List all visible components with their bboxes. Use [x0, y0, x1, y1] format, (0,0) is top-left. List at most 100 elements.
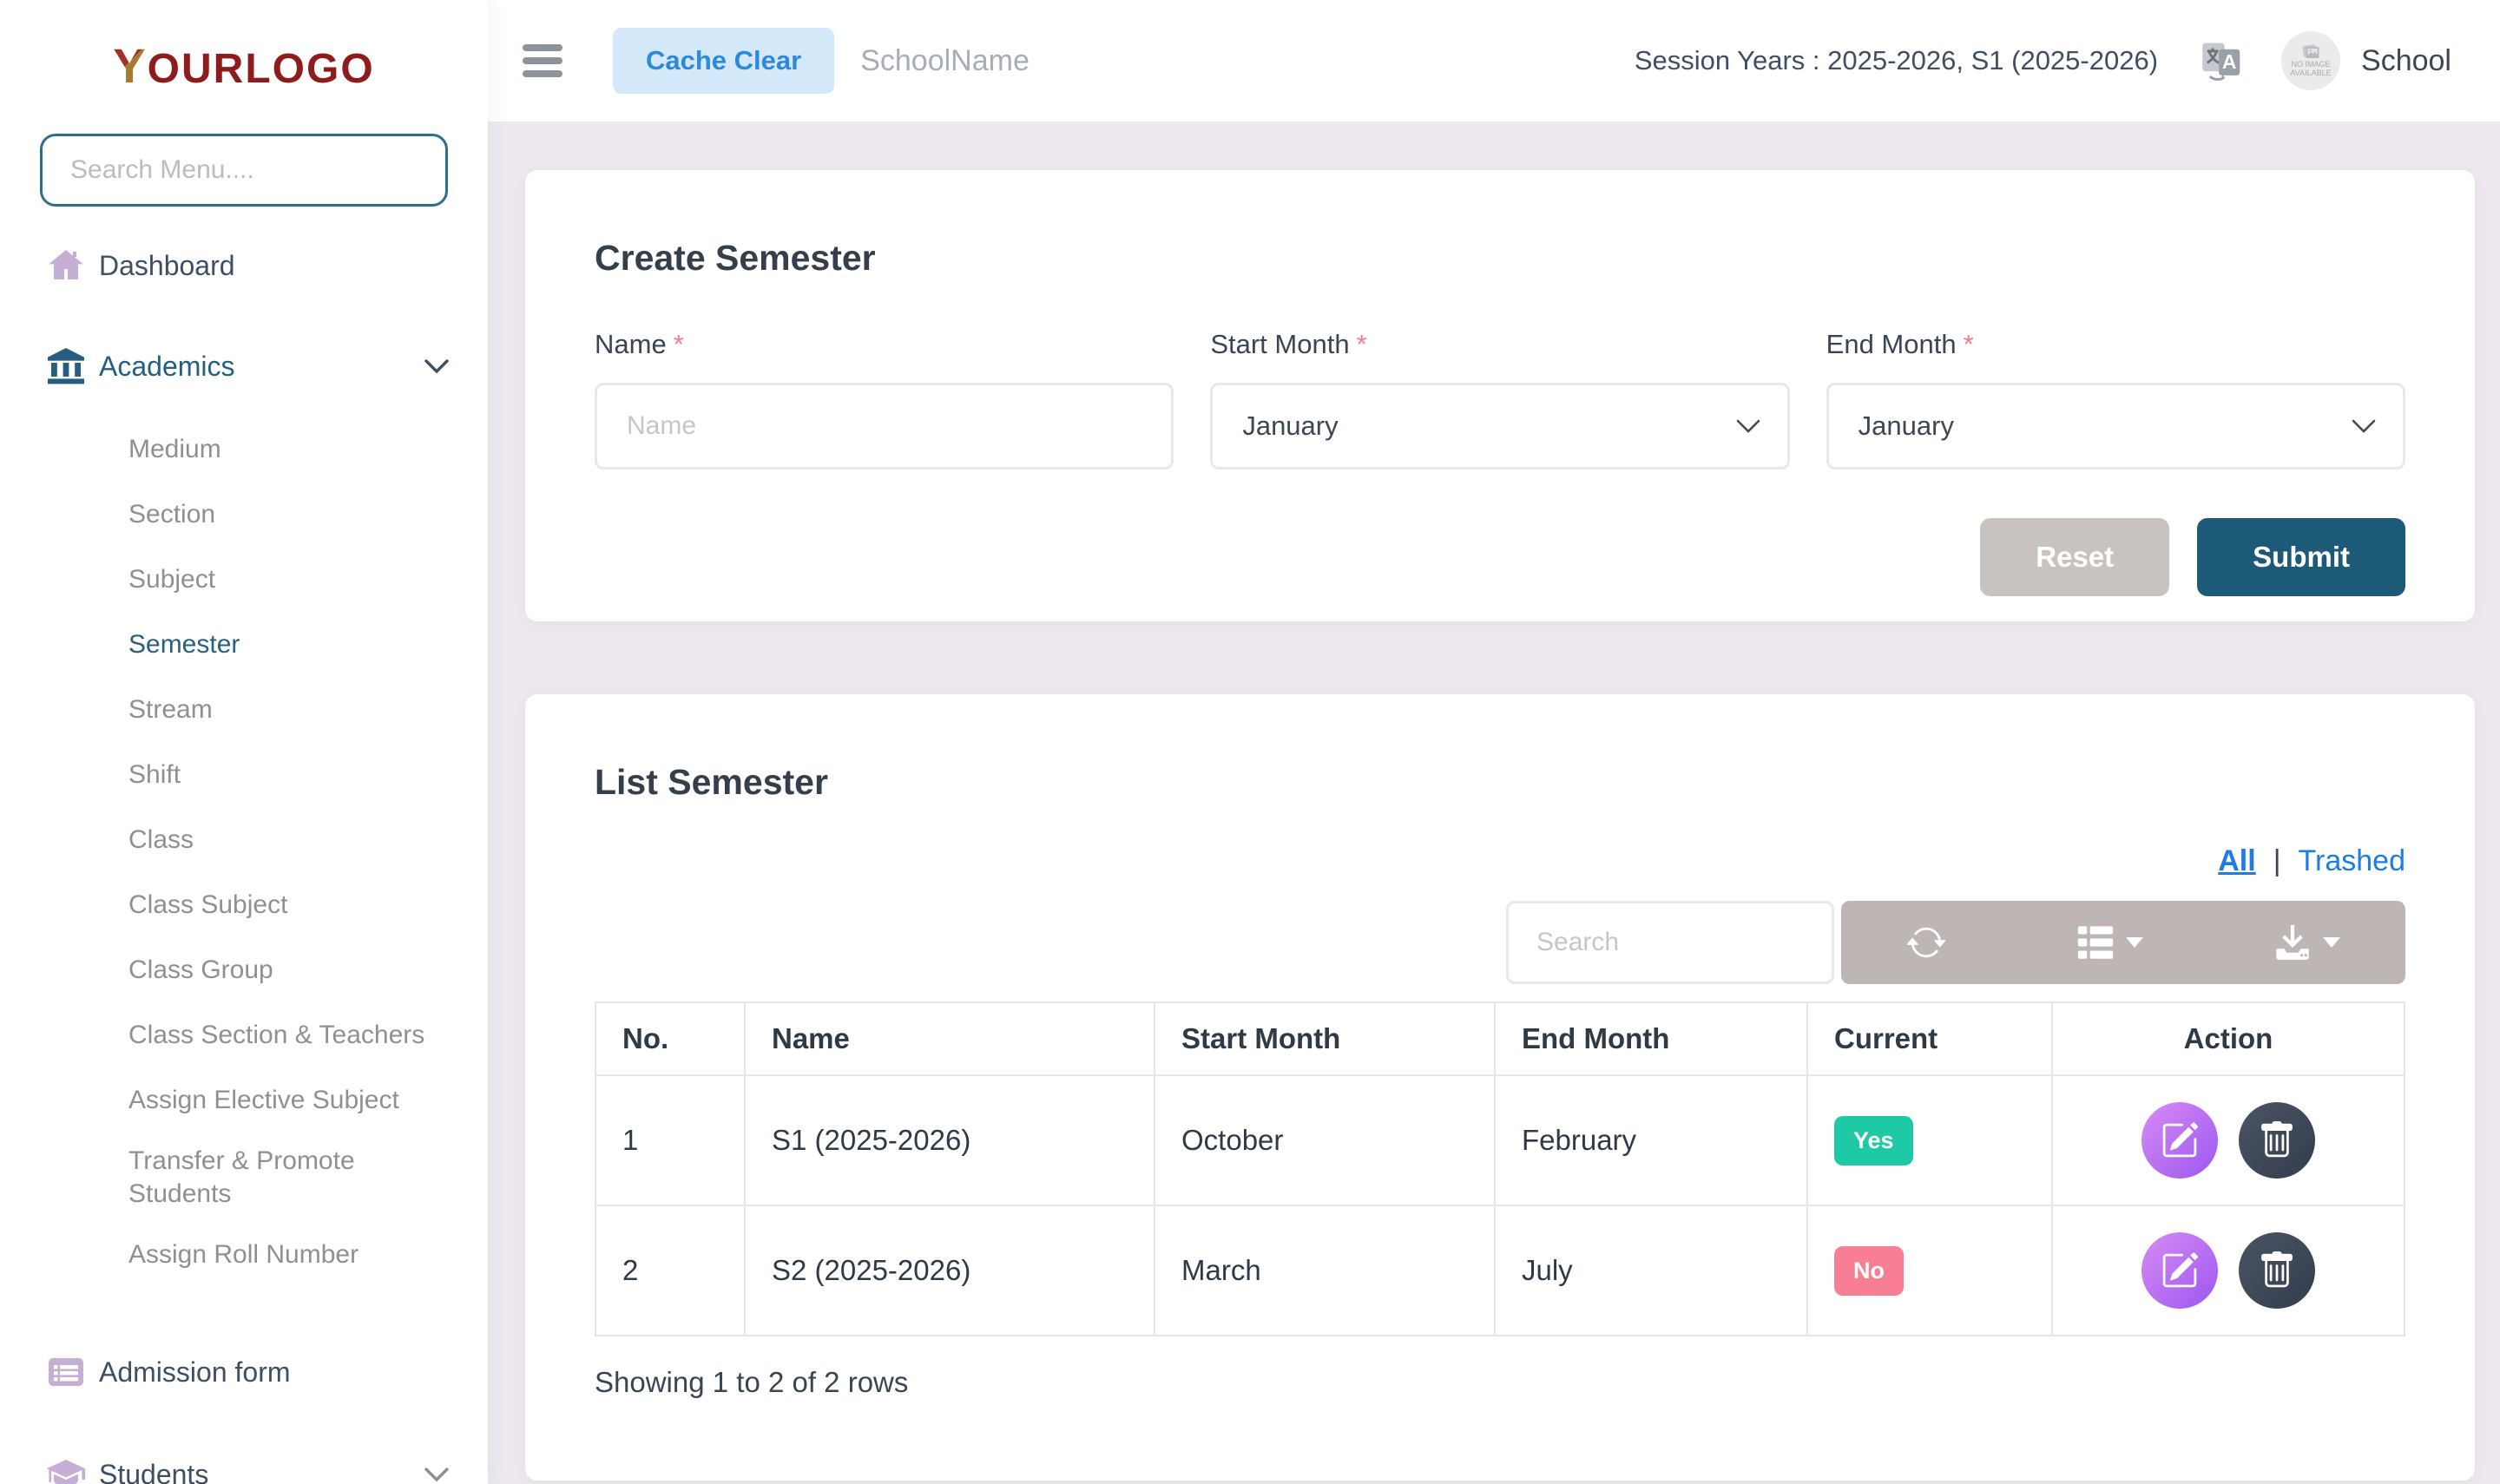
sidebar-subitem-assign-elective-subject[interactable]: Assign Elective Subject: [128, 1085, 399, 1114]
cell-action: [2051, 1205, 2405, 1336]
profile-name[interactable]: School: [2361, 43, 2451, 77]
end-month-value: January: [1858, 410, 1954, 441]
sidebar: YOURLOGO Dashboard Academics Medium Sect…: [0, 0, 488, 1484]
col-header-name[interactable]: Name: [744, 1001, 1155, 1076]
required-asterisk: *: [1356, 329, 1367, 359]
no-image-icon: [2302, 44, 2319, 59]
chevron-down-icon: [424, 358, 450, 374]
chevron-down-icon: [424, 1467, 450, 1482]
chevron-down-icon: [1736, 419, 1760, 433]
caret-down-icon: [2125, 937, 2143, 948]
avatar[interactable]: NO IMAGE AVAILABLE: [2281, 31, 2341, 90]
language-translate-icon[interactable]: A: [2196, 36, 2247, 86]
sidebar-item-students[interactable]: Students: [0, 1441, 488, 1484]
sidebar-subitem-assign-roll-number[interactable]: Assign Roll Number: [128, 1239, 359, 1269]
sidebar-item-academics[interactable]: Academics: [0, 333, 488, 399]
trash-icon: [2260, 1251, 2293, 1288]
cell-name: S2 (2025-2026): [744, 1205, 1155, 1336]
start-month-select[interactable]: January: [1210, 383, 1790, 469]
table-toolbar: [1841, 901, 2405, 984]
edit-icon: [2163, 1122, 2199, 1158]
sidebar-subitem-class-section-teachers[interactable]: Class Section & Teachers: [128, 1020, 425, 1049]
required-asterisk: *: [1963, 329, 1974, 359]
sidebar-subitem-class-subject[interactable]: Class Subject: [128, 890, 288, 919]
sidebar-item-label: Dashboard: [99, 249, 235, 281]
table-summary: Showing 1 to 2 of 2 rows: [595, 1366, 909, 1398]
table-row: 2 S2 (2025-2026) March July No: [595, 1205, 2405, 1336]
cell-no: 2: [595, 1205, 746, 1336]
sidebar-subitem-class-group[interactable]: Class Group: [128, 955, 273, 984]
delete-button[interactable]: [2238, 1102, 2315, 1179]
sidebar-subitem-section[interactable]: Section: [128, 499, 216, 529]
cell-current: Yes: [1806, 1074, 2053, 1206]
cache-clear-button[interactable]: Cache Clear: [613, 28, 835, 94]
logo[interactable]: YOURLOGO: [0, 0, 488, 130]
col-header-start-month[interactable]: Start Month: [1154, 1001, 1496, 1076]
col-header-action[interactable]: Action: [2051, 1001, 2405, 1076]
sidebar-item-label: Students: [99, 1458, 209, 1484]
sidebar-item-label: Admission form: [99, 1356, 291, 1388]
sidebar-subitem-transfer-promote-students[interactable]: Transfer & Promote Students: [128, 1146, 355, 1208]
form-buttons: Reset Submit: [595, 518, 2405, 596]
logo-letters-rest: OURLOGO: [147, 45, 375, 92]
sidebar-search-input[interactable]: [40, 134, 448, 207]
session-years-text: Session Years : 2025-2026, S1 (2025-2026…: [1634, 45, 2159, 76]
sidebar-subitem-stream[interactable]: Stream: [128, 694, 213, 724]
edit-button[interactable]: [2141, 1232, 2219, 1309]
sidebar-subitem-class[interactable]: Class: [128, 824, 194, 854]
end-month-field-group: End Month * January: [1826, 329, 2405, 469]
start-month-field-group: Start Month * January: [1210, 329, 1790, 469]
reset-button[interactable]: Reset: [1980, 518, 2170, 596]
avatar-placeholder-text: NO IMAGE AVAILABLE: [2290, 60, 2332, 77]
name-field-group: Name *: [595, 329, 1174, 469]
semester-table: No. Name Start Month End Month Current A…: [595, 1001, 2405, 1336]
filter-trashed-link[interactable]: Trashed: [2298, 844, 2405, 877]
form-icon: [45, 1351, 99, 1393]
col-header-no[interactable]: No.: [595, 1001, 746, 1076]
filter-all-link[interactable]: All: [2218, 844, 2256, 877]
sidebar-subitem-medium[interactable]: Medium: [128, 434, 221, 463]
current-badge: No: [1834, 1245, 1904, 1296]
export-button[interactable]: [2255, 923, 2358, 962]
cell-current: No: [1806, 1205, 2053, 1336]
hamburger-menu-icon[interactable]: [523, 38, 562, 83]
sidebar-item-admission-form[interactable]: Admission form: [0, 1339, 488, 1405]
refresh-icon: [1906, 927, 1945, 958]
col-header-end-month[interactable]: End Month: [1494, 1001, 1808, 1076]
cell-start-month: October: [1154, 1074, 1496, 1206]
table-search-input[interactable]: [1506, 901, 1834, 984]
name-input[interactable]: [595, 383, 1174, 469]
cell-start-month: March: [1154, 1205, 1496, 1336]
cell-action: [2051, 1074, 2405, 1206]
required-asterisk: *: [673, 329, 684, 359]
start-month-label: Start Month *: [1210, 329, 1367, 359]
name-label: Name *: [595, 329, 684, 359]
delete-button[interactable]: [2238, 1232, 2315, 1309]
sidebar-subitem-subject[interactable]: Subject: [128, 564, 216, 594]
svg-text:A: A: [2222, 50, 2237, 73]
graduation-cap-icon: [45, 1454, 99, 1484]
start-month-value: January: [1242, 410, 1339, 441]
refresh-button[interactable]: [1889, 923, 1964, 962]
sidebar-item-label: Academics: [99, 350, 235, 382]
col-header-current[interactable]: Current: [1806, 1001, 2053, 1076]
filter-links: All | Trashed: [595, 844, 2405, 878]
logo-text: YOURLOGO: [113, 37, 374, 94]
topbar: Cache Clear SchoolName Session Years : 2…: [488, 0, 2500, 121]
table-header-row: No. Name Start Month End Month Current A…: [595, 1001, 2405, 1076]
sidebar-item-dashboard[interactable]: Dashboard: [0, 233, 488, 299]
list-semester-title: List Semester: [595, 762, 828, 802]
edit-button[interactable]: [2141, 1102, 2219, 1179]
current-badge: Yes: [1834, 1115, 1913, 1166]
sidebar-subitem-semester[interactable]: Semester: [128, 629, 240, 659]
sidebar-subitem-shift[interactable]: Shift: [128, 759, 181, 789]
list-semester-card: List Semester All | Trashed: [525, 694, 2475, 1481]
caret-down-icon: [2323, 937, 2341, 948]
submit-button[interactable]: Submit: [2197, 518, 2405, 596]
end-month-select[interactable]: January: [1826, 383, 2405, 469]
columns-button[interactable]: [2058, 923, 2161, 962]
table-controls: [595, 901, 2405, 984]
filter-separator: |: [2273, 844, 2281, 877]
school-name-text: SchoolName: [860, 43, 1030, 77]
main-content: Create Semester Name* Start Month* Janua…: [488, 121, 2500, 1484]
